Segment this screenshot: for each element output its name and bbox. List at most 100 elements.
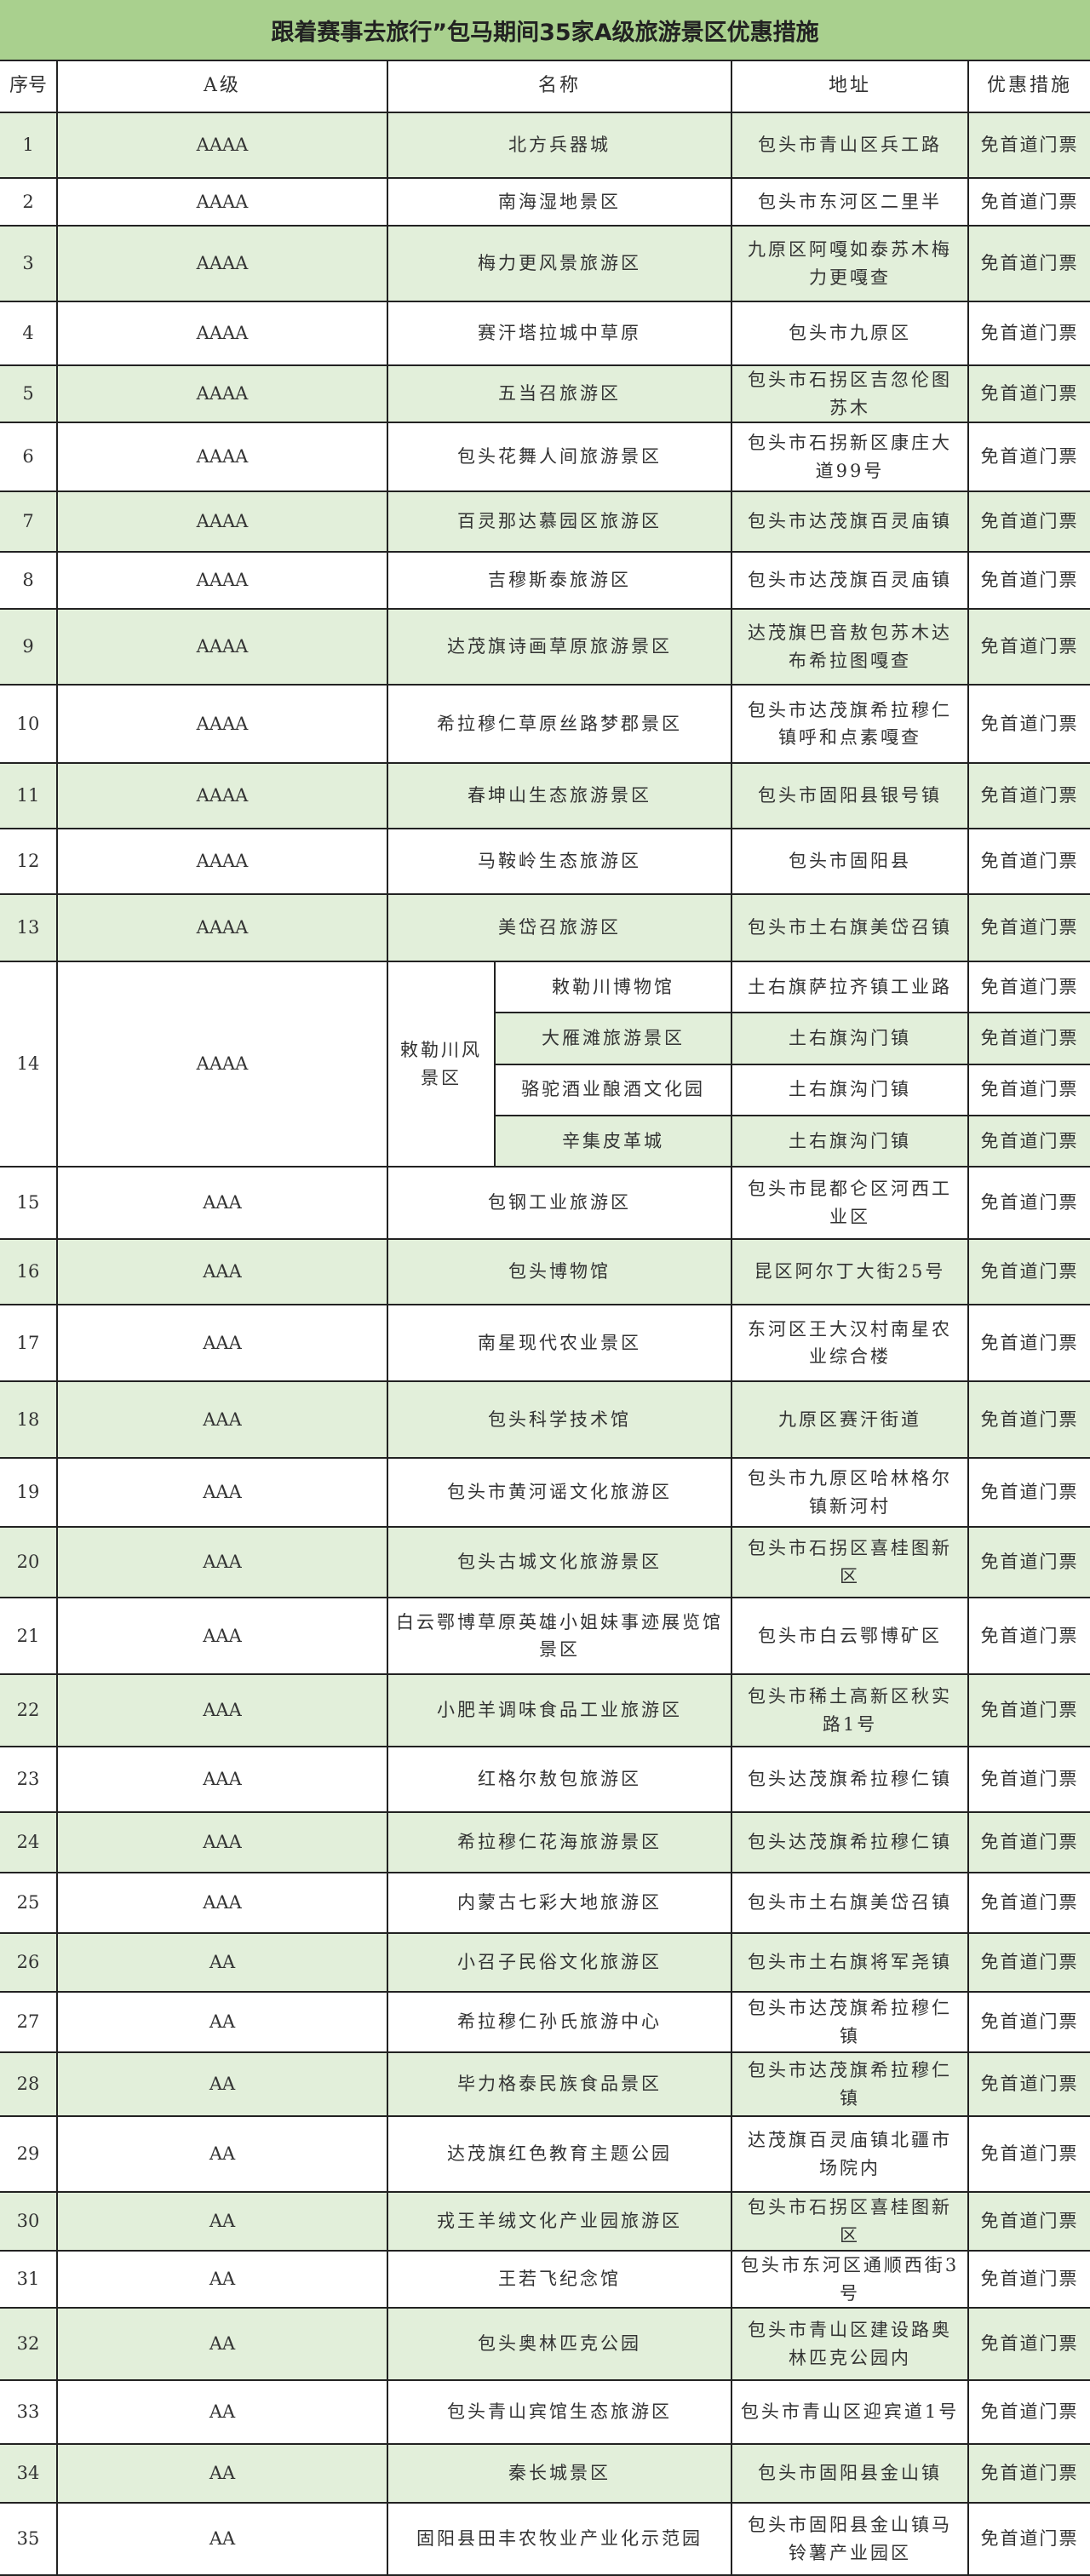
row-measure: 免首道门票 bbox=[968, 2503, 1090, 2575]
table-row: 11AAAA春坤山生态旅游景区包头市固阳县银号镇免首道门票 bbox=[0, 763, 1090, 829]
table-row: 13AAAA美岱召旅游区包头市土右旗美岱召镇免首道门票 bbox=[0, 894, 1090, 961]
row-name: 北方兵器城 bbox=[387, 112, 731, 178]
row-measure: 免首道门票 bbox=[968, 2308, 1090, 2380]
header-name: 名称 bbox=[387, 61, 731, 112]
table-row: 24AAA希拉穆仁花海旅游景区包头达茂旗希拉穆仁镇免首道门票 bbox=[0, 1812, 1090, 1873]
row-measure: 免首道门票 bbox=[968, 1013, 1090, 1064]
row-address: 土右旗沟门镇 bbox=[731, 1116, 968, 1167]
row-level: AAA bbox=[57, 1381, 387, 1458]
table-row: 25AAA内蒙古七彩大地旅游区包头市土右旗美岱召镇免首道门票 bbox=[0, 1873, 1090, 1933]
row-level: AAAA bbox=[57, 763, 387, 829]
row-level: AAA bbox=[57, 1239, 387, 1305]
row-seq: 6 bbox=[0, 422, 57, 491]
row-address: 包头市固阳县金山镇马铃薯产业园区 bbox=[731, 2503, 968, 2575]
row-measure: 免首道门票 bbox=[968, 763, 1090, 829]
row-name: 达茂旗诗画草原旅游景区 bbox=[387, 609, 731, 685]
row-name: 美岱召旅游区 bbox=[387, 894, 731, 961]
row-name: 达茂旗红色教育主题公园 bbox=[387, 2116, 731, 2192]
header-address: 地址 bbox=[731, 61, 968, 112]
row-name: 小召子民俗文化旅游区 bbox=[387, 1933, 731, 1992]
row-measure: 免首道门票 bbox=[968, 1933, 1090, 1992]
row-measure: 免首道门票 bbox=[968, 1527, 1090, 1598]
row-level: AAAA bbox=[57, 178, 387, 226]
row-name: 百灵那达慕园区旅游区 bbox=[387, 491, 731, 552]
row-seq: 33 bbox=[0, 2380, 57, 2444]
header-seq: 序号 bbox=[0, 61, 57, 112]
row-seq: 29 bbox=[0, 2116, 57, 2192]
row-address: 包头市九原区哈林格尔镇新河村 bbox=[731, 1458, 968, 1527]
table-row: 10AAAA希拉穆仁草原丝路梦郡景区包头市达茂旗希拉穆仁镇呼和点素嘎查免首道门票 bbox=[0, 685, 1090, 763]
row-seq: 18 bbox=[0, 1381, 57, 1458]
row-address: 包头市石拐新区康庄大道99号 bbox=[731, 422, 968, 491]
row-level: AAA bbox=[57, 1527, 387, 1598]
table-row: 2AAAA南海湿地景区包头市东河区二里半免首道门票 bbox=[0, 178, 1090, 226]
table-row: 33AA包头青山宾馆生态旅游区包头市青山区迎宾道1号免首道门票 bbox=[0, 2380, 1090, 2444]
row-seq: 3 bbox=[0, 226, 57, 301]
row-level: AAAA bbox=[57, 301, 387, 365]
row-level: AAAA bbox=[57, 226, 387, 301]
row-address: 包头市石拐区喜桂图新区 bbox=[731, 2192, 968, 2251]
table-row: 21AAA白云鄂博草原英雄小姐妹事迹展览馆景区包头市白云鄂博矿区免首道门票 bbox=[0, 1598, 1090, 1674]
row-level: AA bbox=[57, 2052, 387, 2116]
row-seq: 31 bbox=[0, 2251, 57, 2308]
row-measure: 免首道门票 bbox=[968, 1873, 1090, 1933]
row-address: 达茂旗百灵庙镇北疆市场院内 bbox=[731, 2116, 968, 2192]
row-seq: 32 bbox=[0, 2308, 57, 2380]
header-level: A级 bbox=[57, 61, 387, 112]
row-address: 包头市石拐区吉忽伦图苏木 bbox=[731, 365, 968, 422]
row-measure: 免首道门票 bbox=[968, 2251, 1090, 2308]
table-row: 9AAAA达茂旗诗画草原旅游景区达茂旗巴音敖包苏木达布希拉图嘎查免首道门票 bbox=[0, 609, 1090, 685]
row-address: 包头市土右旗将军尧镇 bbox=[731, 1933, 968, 1992]
row-name: 辛集皮革城 bbox=[495, 1116, 731, 1167]
row-name: 包头花舞人间旅游景区 bbox=[387, 422, 731, 491]
row-name: 希拉穆仁花海旅游景区 bbox=[387, 1812, 731, 1873]
row-name: 红格尔敖包旅游区 bbox=[387, 1747, 731, 1812]
table-row: 12AAAA马鞍岭生态旅游区包头市固阳县免首道门票 bbox=[0, 829, 1090, 894]
row-measure: 免首道门票 bbox=[968, 422, 1090, 491]
row-address: 九原区阿嘎如泰苏木梅力更嘎查 bbox=[731, 226, 968, 301]
row-level: AAAA bbox=[57, 552, 387, 609]
row-measure: 免首道门票 bbox=[968, 365, 1090, 422]
row-name: 包头奥林匹克公园 bbox=[387, 2308, 731, 2380]
row-level: AAAA bbox=[57, 961, 387, 1167]
row-address: 包头市青山区迎宾道1号 bbox=[731, 2380, 968, 2444]
table-row: 8AAAA吉穆斯泰旅游区包头市达茂旗百灵庙镇免首道门票 bbox=[0, 552, 1090, 609]
table-row: 16AAA包头博物馆昆区阿尔丁大街25号免首道门票 bbox=[0, 1239, 1090, 1305]
row-seq: 16 bbox=[0, 1239, 57, 1305]
row-seq: 23 bbox=[0, 1747, 57, 1812]
row-seq: 11 bbox=[0, 763, 57, 829]
row-measure: 免首道门票 bbox=[968, 829, 1090, 894]
row-measure: 免首道门票 bbox=[968, 1116, 1090, 1167]
row-address: 包头市达茂旗希拉穆仁镇 bbox=[731, 2052, 968, 2116]
row-name: 秦长城景区 bbox=[387, 2444, 731, 2503]
row-seq: 4 bbox=[0, 301, 57, 365]
row-name: 春坤山生态旅游景区 bbox=[387, 763, 731, 829]
row-level: AAA bbox=[57, 1305, 387, 1381]
row-level: AAAA bbox=[57, 365, 387, 422]
row-seq: 22 bbox=[0, 1674, 57, 1747]
table-row: 29AA达茂旗红色教育主题公园达茂旗百灵庙镇北疆市场院内免首道门票 bbox=[0, 2116, 1090, 2192]
row-name: 南星现代农业景区 bbox=[387, 1305, 731, 1381]
row-seq: 19 bbox=[0, 1458, 57, 1527]
row-level: AA bbox=[57, 2116, 387, 2192]
row-name: 固阳县田丰农牧业产业化示范园 bbox=[387, 2503, 731, 2575]
row-seq: 34 bbox=[0, 2444, 57, 2503]
row-measure: 免首道门票 bbox=[968, 1598, 1090, 1674]
row-name: 希拉穆仁草原丝路梦郡景区 bbox=[387, 685, 731, 763]
row-address: 包头市东河区通顺西街3号 bbox=[731, 2251, 968, 2308]
table-row: 30AA戎王羊绒文化产业园旅游区包头市石拐区喜桂图新区免首道门票 bbox=[0, 2192, 1090, 2251]
row-seq: 7 bbox=[0, 491, 57, 552]
table-row: 28AA毕力格泰民族食品景区包头市达茂旗希拉穆仁镇免首道门票 bbox=[0, 2052, 1090, 2116]
row-level: AAA bbox=[57, 1674, 387, 1747]
table-row: 5AAAA五当召旅游区包头市石拐区吉忽伦图苏木免首道门票 bbox=[0, 365, 1090, 422]
row-address: 包头市青山区建设路奥林匹克公园内 bbox=[731, 2308, 968, 2380]
page-title: 跟着赛事去旅行”包马期间35家A级旅游景区优惠措施 bbox=[0, 0, 1090, 61]
row-measure: 免首道门票 bbox=[968, 2116, 1090, 2192]
row-measure: 免首道门票 bbox=[968, 2380, 1090, 2444]
table-row: 22AAA小肥羊调味食品工业旅游区包头市稀土高新区秋实路1号免首道门票 bbox=[0, 1674, 1090, 1747]
row-address: 包头市青山区兵工路 bbox=[731, 112, 968, 178]
row-name: 包钢工业旅游区 bbox=[387, 1167, 731, 1239]
row-measure: 免首道门票 bbox=[968, 961, 1090, 1013]
row-seq: 27 bbox=[0, 1992, 57, 2052]
row-measure: 免首道门票 bbox=[968, 1674, 1090, 1747]
